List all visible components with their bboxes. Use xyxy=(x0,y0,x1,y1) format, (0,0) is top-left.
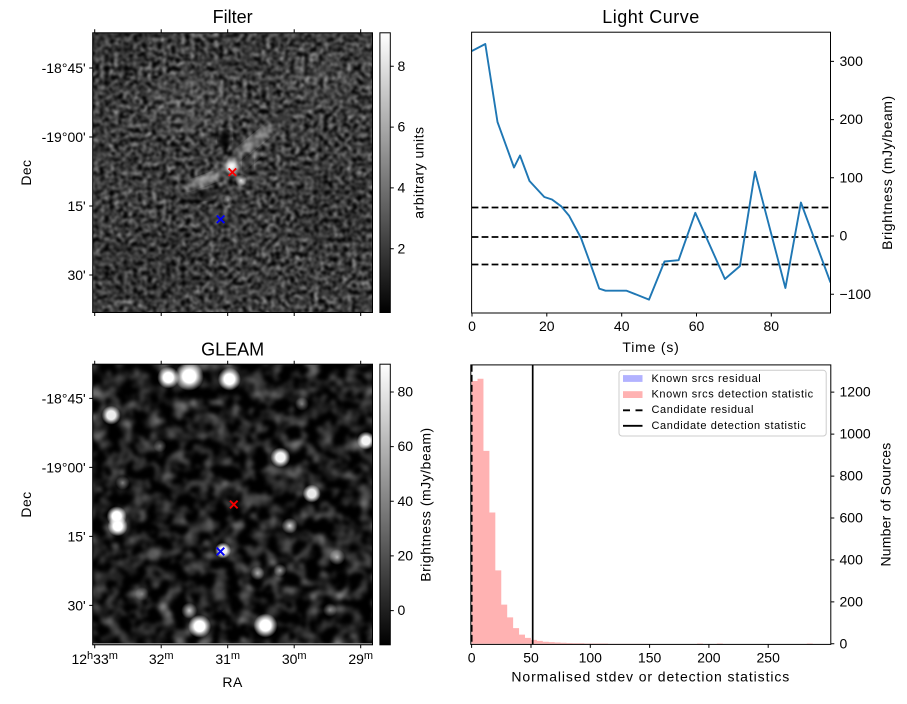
svg-text:200: 200 xyxy=(840,594,864,610)
svg-text:300: 300 xyxy=(840,53,864,69)
svg-text:80: 80 xyxy=(764,318,780,334)
svg-text:15': 15' xyxy=(67,528,85,544)
svg-text:60: 60 xyxy=(398,438,414,454)
svg-text:RA: RA xyxy=(222,674,243,690)
svg-text:0: 0 xyxy=(468,318,476,334)
svg-text:2: 2 xyxy=(398,240,406,256)
svg-text:Dec: Dec xyxy=(18,491,34,517)
svg-text:Dec: Dec xyxy=(18,160,34,186)
svg-text:8: 8 xyxy=(398,58,406,74)
svg-text:1000: 1000 xyxy=(840,426,871,442)
svg-text:80: 80 xyxy=(398,384,414,400)
svg-text:600: 600 xyxy=(840,510,864,526)
svg-text:400: 400 xyxy=(840,552,864,568)
svg-text:60: 60 xyxy=(689,318,705,334)
svg-text:Brightness (mJy/beam): Brightness (mJy/beam) xyxy=(418,427,434,581)
svg-text:Candidate residual: Candidate residual xyxy=(652,404,755,416)
svg-text:-18°45': -18°45' xyxy=(42,60,86,76)
svg-text:-18°45': -18°45' xyxy=(42,390,86,406)
svg-text:40: 40 xyxy=(398,493,414,509)
svg-text:200: 200 xyxy=(697,650,721,666)
svg-text:Candidate detection statistic: Candidate detection statistic xyxy=(652,420,807,432)
svg-text:Time (s): Time (s) xyxy=(622,339,679,355)
svg-text:40: 40 xyxy=(614,318,630,334)
svg-text:20: 20 xyxy=(398,548,414,564)
svg-text:30': 30' xyxy=(67,267,85,283)
svg-text:arbitrary units: arbitrary units xyxy=(411,126,427,218)
svg-text:200: 200 xyxy=(840,111,864,127)
svg-text:Light Curve: Light Curve xyxy=(602,7,700,27)
svg-text:0: 0 xyxy=(398,602,406,618)
svg-text:Number of Sources: Number of Sources xyxy=(878,442,894,566)
svg-text:800: 800 xyxy=(840,468,864,484)
svg-text:GLEAM: GLEAM xyxy=(201,340,264,360)
svg-text:−100: −100 xyxy=(840,286,872,302)
svg-text:4: 4 xyxy=(398,180,406,196)
svg-text:250: 250 xyxy=(757,650,781,666)
svg-text:12h33m: 12h33m xyxy=(71,650,117,667)
svg-text:0: 0 xyxy=(840,228,848,244)
svg-text:-19°00': -19°00' xyxy=(42,129,86,145)
svg-text:50: 50 xyxy=(523,650,539,666)
svg-text:Normalised stdev or detection: Normalised stdev or detection statistics xyxy=(511,669,790,685)
svg-text:Known srcs detection statistic: Known srcs detection statistic xyxy=(652,389,814,401)
svg-text:15': 15' xyxy=(67,198,85,214)
svg-text:Filter: Filter xyxy=(213,7,253,27)
svg-text:0: 0 xyxy=(468,650,476,666)
svg-text:-19°00': -19°00' xyxy=(42,459,86,475)
svg-text:0: 0 xyxy=(840,635,848,651)
svg-text:Brightness (mJy/beam): Brightness (mJy/beam) xyxy=(879,95,895,249)
svg-text:100: 100 xyxy=(579,650,603,666)
svg-text:20: 20 xyxy=(539,318,555,334)
svg-text:150: 150 xyxy=(638,650,662,666)
svg-text:Known srcs residual: Known srcs residual xyxy=(652,373,762,385)
svg-text:1200: 1200 xyxy=(840,384,871,400)
svg-text:100: 100 xyxy=(840,169,864,185)
svg-text:30': 30' xyxy=(67,597,85,613)
svg-text:6: 6 xyxy=(398,119,406,135)
